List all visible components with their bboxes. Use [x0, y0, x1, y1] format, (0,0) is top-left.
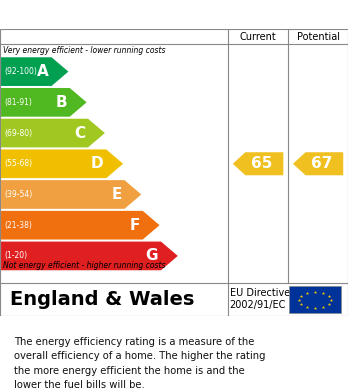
Polygon shape	[1, 57, 68, 86]
Polygon shape	[1, 119, 105, 147]
Text: (21-38): (21-38)	[4, 221, 32, 230]
Text: 65: 65	[251, 156, 273, 171]
Text: Energy Efficiency Rating: Energy Efficiency Rating	[10, 5, 239, 24]
Text: D: D	[91, 156, 103, 171]
Text: B: B	[55, 95, 67, 110]
Text: G: G	[146, 248, 158, 264]
Text: F: F	[129, 218, 140, 233]
Text: The energy efficiency rating is a measure of the
overall efficiency of a home. T: The energy efficiency rating is a measur…	[14, 337, 266, 390]
Text: Very energy efficient - lower running costs: Very energy efficient - lower running co…	[3, 46, 166, 55]
Polygon shape	[233, 152, 283, 175]
Text: England & Wales: England & Wales	[10, 290, 195, 309]
Text: (39-54): (39-54)	[4, 190, 32, 199]
Text: (69-80): (69-80)	[4, 129, 32, 138]
Text: 67: 67	[311, 156, 333, 171]
Text: E: E	[111, 187, 122, 202]
Text: C: C	[74, 126, 85, 140]
Polygon shape	[1, 149, 123, 178]
Polygon shape	[293, 152, 343, 175]
Polygon shape	[1, 180, 141, 209]
Text: Not energy efficient - higher running costs: Not energy efficient - higher running co…	[3, 261, 166, 270]
Polygon shape	[1, 211, 159, 240]
Text: Current: Current	[240, 32, 276, 42]
Bar	[289, 286, 341, 313]
Text: (55-68): (55-68)	[4, 159, 32, 168]
Text: Potential: Potential	[296, 32, 340, 42]
Text: EU Directive
2002/91/EC: EU Directive 2002/91/EC	[230, 288, 290, 310]
Text: (92-100): (92-100)	[4, 67, 37, 76]
Text: (1-20): (1-20)	[4, 251, 27, 260]
Polygon shape	[1, 88, 87, 117]
Text: (81-91): (81-91)	[4, 98, 32, 107]
Text: A: A	[37, 64, 49, 79]
Polygon shape	[1, 242, 178, 270]
